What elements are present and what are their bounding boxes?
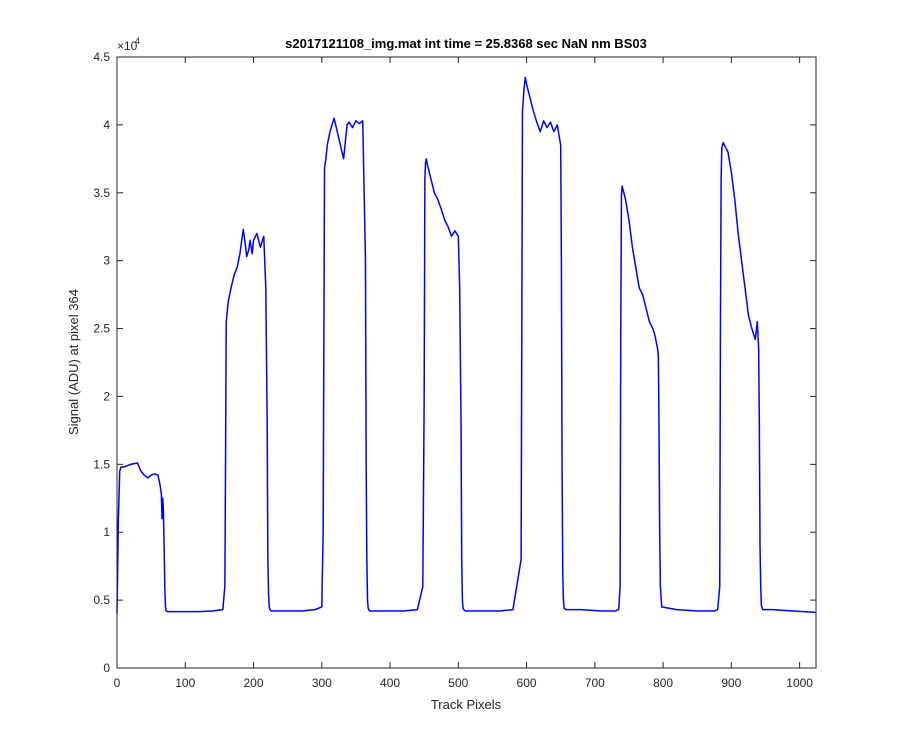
y-tick-label-8: 4 xyxy=(103,118,110,132)
y-tick-label-9: 4.5 xyxy=(93,50,110,64)
series-line-0 xyxy=(116,76,817,614)
x-tick-label-10: 1000 xyxy=(786,676,813,690)
x-tick-label-9: 900 xyxy=(721,676,741,690)
x-tick-label-1: 100 xyxy=(175,676,195,690)
y-axis-ticks: 0 0.5 1 1.5 2 2.5 3 3.5 4 4.5 xyxy=(93,50,816,675)
y-tick-label-3: 1.5 xyxy=(93,457,110,471)
y-axis-label: Signal (ADU) at pixel 364 xyxy=(66,289,81,435)
y-tick-label-0: 0 xyxy=(103,661,110,675)
chart-title: s2017121108_img.mat int time = 25.8368 s… xyxy=(285,36,647,51)
x-tick-label-8: 800 xyxy=(653,676,673,690)
y-tick-label-6: 3 xyxy=(103,254,110,268)
x-tick-label-4: 400 xyxy=(380,676,400,690)
x-axis-ticks: 0 100 200 300 400 500 600 700 800 900 1000 xyxy=(114,57,813,690)
x-tick-label-5: 500 xyxy=(448,676,468,690)
y-exponent: ×10 4 xyxy=(117,36,140,53)
x-axis-label: Track Pixels xyxy=(431,697,502,712)
y-tick-label-4: 2 xyxy=(103,389,110,403)
y-tick-label-7: 3.5 xyxy=(93,186,110,200)
plot-area xyxy=(117,57,816,668)
y-tick-label-2: 1 xyxy=(103,525,110,539)
x-tick-label-2: 200 xyxy=(244,676,264,690)
x-tick-label-7: 700 xyxy=(585,676,605,690)
y-tick-label-1: 0.5 xyxy=(93,593,110,607)
y-exponent-base: ×10 xyxy=(117,39,138,53)
x-tick-label-0: 0 xyxy=(114,676,121,690)
x-tick-label-3: 300 xyxy=(312,676,332,690)
y-exponent-power: 4 xyxy=(135,36,140,46)
y-tick-label-5: 2.5 xyxy=(93,322,110,336)
x-tick-label-6: 600 xyxy=(517,676,537,690)
axes-box xyxy=(116,56,817,669)
data-layer xyxy=(116,76,817,614)
